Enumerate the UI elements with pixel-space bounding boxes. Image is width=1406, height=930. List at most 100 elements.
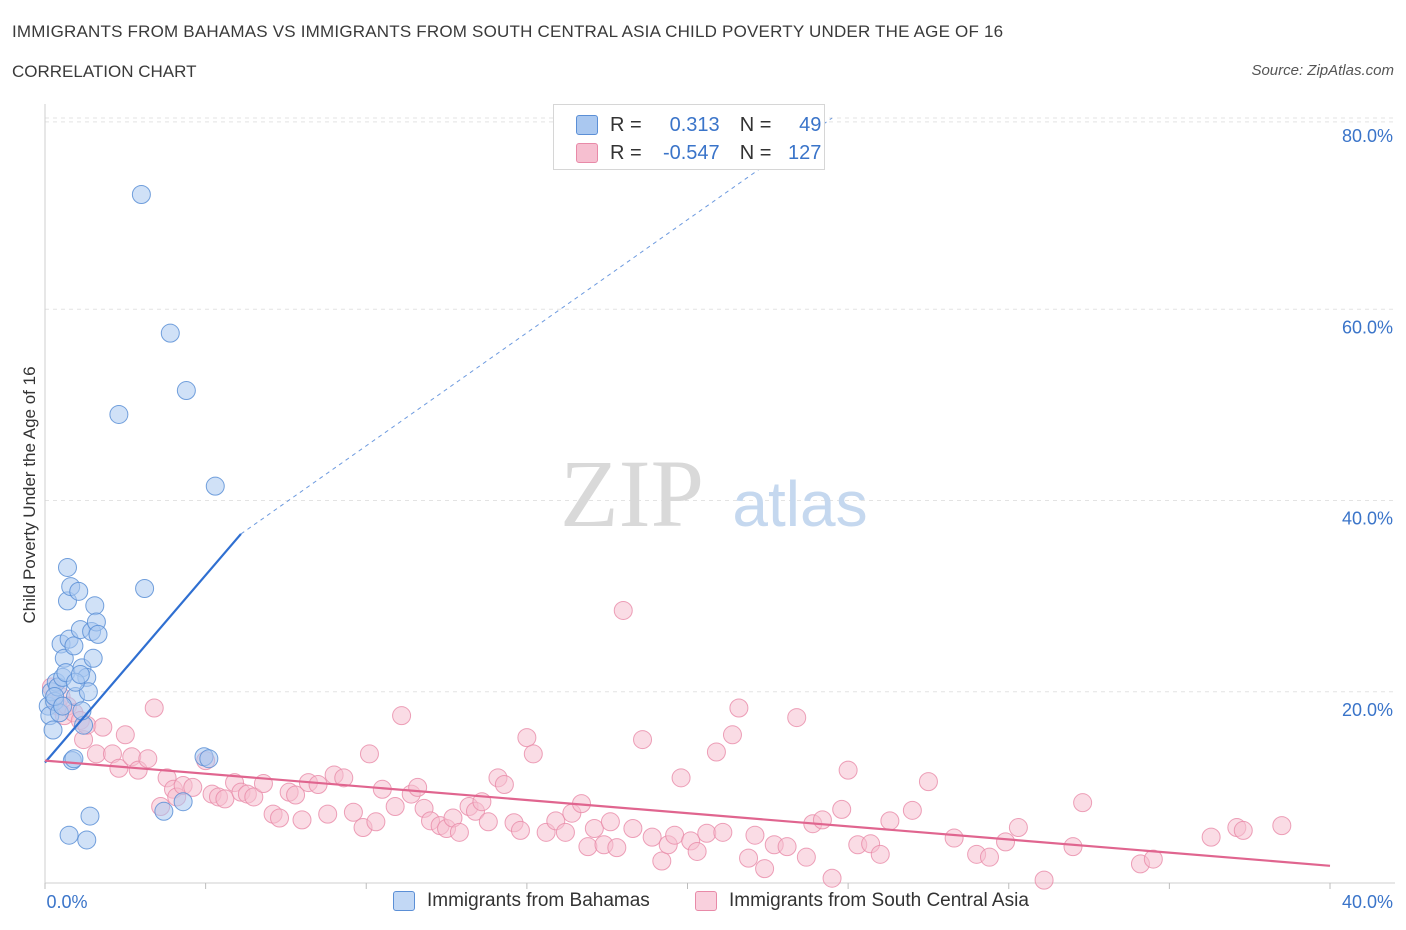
legend-row-bahamas: R = 0.313 N = 49 (576, 112, 821, 138)
point-south-central-asia (144, 698, 164, 718)
point-south-central-asia (318, 804, 338, 824)
legend-item-south-central-asia[interactable]: Immigrants from South Central Asia (695, 890, 1029, 912)
point-south-central-asia (642, 827, 662, 847)
point-south-central-asia (1201, 827, 1221, 847)
point-south-central-asia (270, 808, 290, 828)
point-south-central-asia (822, 868, 842, 888)
point-bahamas (109, 404, 129, 424)
point-bahamas (176, 381, 196, 401)
point-bahamas (160, 323, 180, 343)
point-south-central-asia (385, 797, 405, 816)
point-south-central-asia (729, 698, 749, 718)
point-south-central-asia (665, 825, 685, 845)
axes (44, 104, 1395, 889)
source-credit: Source: ZipAtlas.com (1251, 62, 1394, 79)
point-south-central-asia (745, 825, 765, 845)
point-south-central-asia (697, 823, 717, 843)
point-bahamas (173, 792, 193, 812)
point-south-central-asia (366, 812, 386, 832)
point-south-central-asia (1063, 837, 1083, 857)
n-label: N = (739, 113, 772, 136)
point-south-central-asia (244, 787, 264, 807)
point-bahamas (64, 636, 84, 656)
chart-subtitle: CORRELATION CHART (12, 62, 197, 81)
point-south-central-asia (713, 822, 733, 842)
point-south-central-asia (1272, 816, 1292, 836)
point-south-central-asia (633, 730, 653, 750)
point-south-central-asia (334, 768, 354, 788)
point-south-central-asia (652, 851, 672, 871)
watermark-atlas: atlas (732, 468, 867, 540)
r-label: R = (610, 113, 642, 136)
point-south-central-asia (392, 706, 412, 726)
point-bahamas (69, 581, 89, 601)
series-legend: Immigrants from Bahamas Immigrants from … (0, 888, 1406, 918)
point-south-central-asia (918, 772, 938, 792)
point-south-central-asia (722, 725, 742, 745)
legend-label-south-central-asia: Immigrants from South Central Asia (729, 890, 1029, 911)
point-south-central-asia (706, 742, 726, 762)
point-bahamas (135, 578, 155, 598)
y-tick-label: 80.0% (1342, 126, 1393, 146)
gridlines (45, 117, 1395, 693)
point-south-central-asia (613, 600, 633, 620)
point-bahamas (85, 596, 105, 616)
point-south-central-asia (359, 744, 379, 764)
point-south-central-asia (478, 812, 498, 832)
chart-title: IMMIGRANTS FROM BAHAMAS VS IMMIGRANTS FR… (12, 22, 1004, 41)
legend-swatch-south-central-asia (695, 891, 717, 911)
point-south-central-asia (623, 818, 643, 838)
point-south-central-asia (343, 802, 363, 822)
point-south-central-asia (687, 841, 707, 861)
point-south-central-asia (600, 812, 620, 832)
y-tick-label: 20.0% (1342, 700, 1393, 720)
legend-row-south-central-asia: R = -0.547 N = 127 (576, 140, 821, 166)
point-bahamas (199, 749, 219, 769)
point-bahamas (78, 682, 98, 702)
point-bahamas (57, 557, 77, 577)
point-south-central-asia (115, 725, 135, 745)
point-south-central-asia (1034, 870, 1054, 890)
watermark: ZIP atlas (560, 440, 868, 547)
r-label: R = (610, 141, 642, 164)
stats-legend: R = 0.313 N = 49 R = -0.547 N = 127 (553, 104, 825, 170)
point-bahamas (77, 830, 97, 850)
point-south-central-asia (517, 728, 537, 748)
point-bahamas (131, 185, 151, 204)
point-south-central-asia (777, 837, 797, 857)
trend-line-bahamas-extension (240, 117, 833, 535)
point-bahamas (154, 801, 174, 821)
point-south-central-asia (902, 800, 922, 820)
point-south-central-asia (215, 789, 235, 809)
point-south-central-asia (870, 844, 890, 864)
point-south-central-asia (449, 822, 469, 842)
point-south-central-asia (292, 810, 312, 830)
bahamas-points (38, 185, 225, 850)
point-bahamas (83, 648, 103, 668)
point-south-central-asia (286, 785, 306, 805)
point-south-central-asia (138, 749, 158, 769)
point-south-central-asia (1233, 820, 1253, 840)
trend-line-south-central-asia (44, 759, 1331, 867)
point-south-central-asia (183, 777, 203, 797)
legend-swatch-pink (576, 143, 598, 163)
tick-labels: 20.0% 40.0% 60.0% 80.0% 0.0% 40.0% (46, 126, 1393, 912)
n-value-south-central-asia: 127 (788, 141, 822, 164)
legend-item-bahamas[interactable]: Immigrants from Bahamas (393, 890, 650, 912)
point-bahamas (205, 476, 225, 496)
point-bahamas (70, 665, 90, 685)
point-bahamas (64, 749, 84, 769)
trend-lines (44, 117, 1331, 867)
n-label: N = (739, 141, 772, 164)
point-south-central-asia (578, 837, 598, 857)
watermark-zip: ZIP (560, 440, 704, 547)
n-value-bahamas: 49 (799, 113, 822, 136)
point-south-central-asia (787, 708, 807, 728)
point-south-central-asia (671, 768, 691, 788)
trend-line-bahamas (44, 533, 242, 764)
y-tick-label: 40.0% (1342, 509, 1393, 529)
point-bahamas (80, 806, 100, 826)
point-south-central-asia (555, 822, 575, 842)
point-south-central-asia (979, 847, 999, 867)
